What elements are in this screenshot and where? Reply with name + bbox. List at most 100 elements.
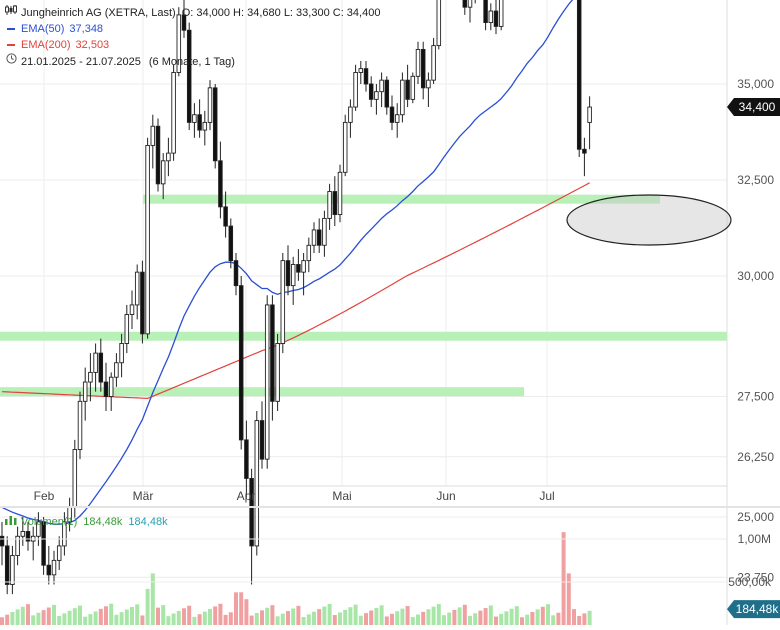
volume-bar xyxy=(312,611,316,625)
volume-bar xyxy=(421,611,426,625)
chart-legend: Jungheinrich AG (XETRA, Last) O: 34,000 … xyxy=(5,5,380,70)
candle-down xyxy=(228,225,234,262)
y-tick-label: 27,500 xyxy=(737,390,774,404)
date-range-detail: (6 Monate, 1 Tag) xyxy=(148,55,235,68)
volume-bar xyxy=(280,613,285,625)
value-badges: 34,400 184,48k xyxy=(727,98,780,619)
volume-badge-bg xyxy=(727,600,780,619)
candle-down xyxy=(576,0,582,150)
legend-title-row: Jungheinrich AG (XETRA, Last) O: 34,000 … xyxy=(5,5,380,21)
volume-bar xyxy=(192,616,197,625)
candle-down xyxy=(41,521,46,566)
highlight-ellipse xyxy=(566,194,732,246)
volume-bar xyxy=(369,610,374,625)
candle-up xyxy=(358,68,364,73)
volume-bar xyxy=(72,608,77,625)
candle-down xyxy=(223,206,228,227)
volume-value-2: 184,48k xyxy=(128,515,168,528)
y-tick-label: 23,750 xyxy=(737,570,774,584)
volume-bar xyxy=(343,609,348,625)
price-badge-text: 34,400 xyxy=(739,100,776,114)
candle-down xyxy=(98,352,104,383)
volume-bar xyxy=(244,599,249,625)
volume-badge-text: 184,48k xyxy=(736,602,780,616)
candle-down xyxy=(212,87,218,162)
candle-up xyxy=(275,343,280,402)
volume-bar xyxy=(286,611,290,625)
volume-bar xyxy=(88,614,93,625)
pane-separator[interactable] xyxy=(0,506,780,508)
candle-up xyxy=(415,48,421,77)
candle-up xyxy=(410,75,416,100)
volume-bar xyxy=(488,605,493,625)
ema50-label: EMA(50) xyxy=(21,23,65,35)
volume-bar xyxy=(379,605,384,625)
candle-up xyxy=(150,125,156,146)
candle-up xyxy=(20,531,26,537)
volume-bar xyxy=(234,592,238,625)
candle-up xyxy=(56,545,62,561)
volume-bar xyxy=(156,607,160,625)
candle-up xyxy=(114,362,119,378)
volume-bar xyxy=(20,606,25,625)
candle-up xyxy=(431,45,436,81)
volume-bar xyxy=(426,609,431,625)
volume-tick-label: 1,00M xyxy=(738,532,771,546)
instrument-title: Jungheinrich AG (XETRA, Last) xyxy=(21,7,176,19)
volume-bar xyxy=(499,613,504,625)
candle-up xyxy=(62,521,67,547)
volume-bar xyxy=(249,615,254,625)
volume-bar xyxy=(187,605,192,625)
candle-up xyxy=(88,371,93,383)
ema200-line xyxy=(1,182,590,400)
volume-bar xyxy=(140,615,145,625)
volume-bar xyxy=(540,606,545,625)
volume-bar xyxy=(265,607,270,625)
y-tick-label: 30,000 xyxy=(737,269,774,283)
ema50-line-group xyxy=(1,0,574,525)
volume-bar xyxy=(473,613,478,625)
volume-bar xyxy=(416,614,420,625)
volume-bar xyxy=(254,612,259,625)
volume-bar xyxy=(358,615,363,625)
candle-up xyxy=(353,72,358,108)
volume-bar xyxy=(457,607,462,625)
candle-up xyxy=(400,79,405,116)
x-tick-label: Mai xyxy=(332,489,351,503)
candle-up xyxy=(342,121,348,173)
candle-down xyxy=(181,14,187,31)
ema200-label: EMA(200) xyxy=(21,39,71,51)
candle-down xyxy=(4,545,10,585)
candle-up xyxy=(498,0,504,27)
candle-up xyxy=(301,260,306,273)
candle-down xyxy=(270,304,275,402)
volume-bar xyxy=(462,604,467,625)
volume-bar xyxy=(332,615,337,625)
volume-bar xyxy=(587,610,592,625)
volume-bar xyxy=(436,604,441,625)
volume-bar xyxy=(36,612,41,625)
volume-bar xyxy=(322,606,327,625)
x-tick-label: Apr xyxy=(237,489,256,503)
candle-up xyxy=(36,521,41,537)
volume-value: 184,48k xyxy=(83,515,123,528)
volume-bar xyxy=(26,604,30,625)
volume-bar xyxy=(275,616,280,625)
y-tick-label: 35,000 xyxy=(737,77,774,91)
volume-bar xyxy=(525,614,530,625)
candle-up xyxy=(306,244,312,262)
candle-up xyxy=(134,271,140,306)
candle-down xyxy=(238,285,244,441)
volume-bar xyxy=(150,573,155,625)
candle-up xyxy=(587,106,592,123)
candle-down xyxy=(384,79,390,108)
candle-down xyxy=(462,0,468,8)
candle-down xyxy=(296,264,301,273)
volume-bar xyxy=(166,616,171,625)
candle-down xyxy=(249,477,254,547)
support-band xyxy=(0,387,524,397)
volume-bars xyxy=(0,532,592,625)
volume-label: Volumen(1) xyxy=(21,515,78,528)
volume-bar xyxy=(52,604,56,625)
volume-bar xyxy=(494,616,498,625)
